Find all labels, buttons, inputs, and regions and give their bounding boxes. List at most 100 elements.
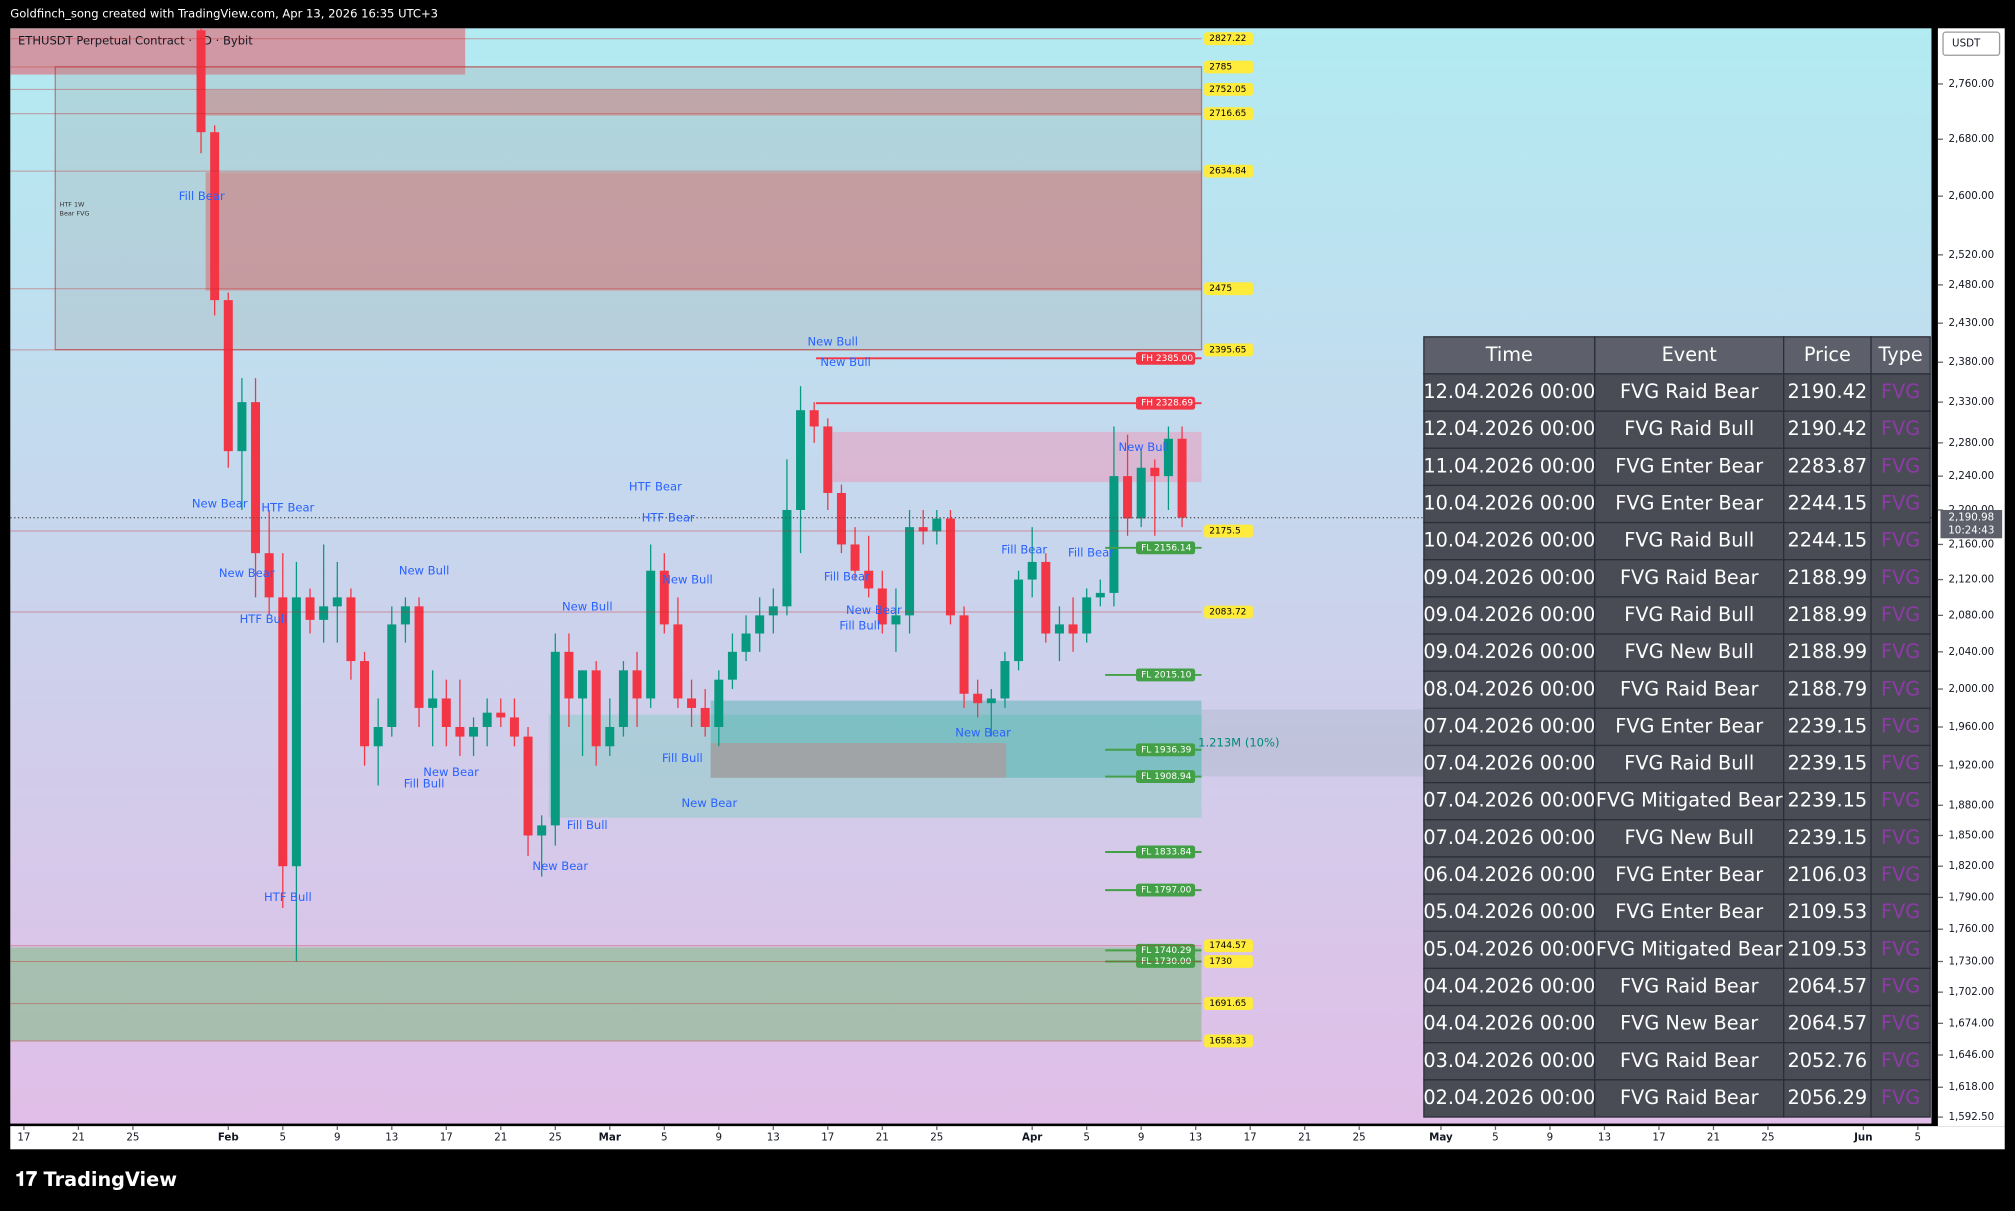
candle-body — [550, 651, 560, 826]
candle-body — [1177, 438, 1187, 518]
zone — [548, 714, 1202, 818]
annotation: New Bull — [399, 563, 450, 577]
annotation: Fill Bull — [839, 619, 880, 633]
table-text: FVG Enter Bear — [1615, 714, 1763, 737]
level-label: 1691.65 — [1209, 999, 1246, 1009]
level-label: 2785 — [1209, 63, 1232, 73]
table-cell — [1423, 447, 1596, 487]
table-text: 2239.15 — [1788, 752, 1868, 775]
candle-body — [360, 661, 370, 747]
level-box — [1136, 955, 1196, 968]
table-cell — [1783, 633, 1872, 672]
table-cell — [1594, 819, 1785, 858]
table-cell — [1870, 410, 1931, 449]
candle-body — [605, 726, 615, 747]
candle-body — [400, 606, 410, 625]
candle-body — [469, 726, 479, 737]
candle-body — [496, 712, 506, 718]
table-cell — [1783, 930, 1872, 970]
table-text: 2239.15 — [1788, 714, 1868, 737]
candle-body — [319, 606, 329, 620]
annotation: Fill Bull — [404, 777, 445, 791]
x-tick-label: 17 — [1652, 1132, 1665, 1144]
candle-body — [755, 615, 765, 634]
table-text: FVG Raid Bear — [1620, 677, 1759, 700]
level-label: 1744.57 — [1209, 941, 1246, 951]
y-tick-label: 1,646.00 — [1948, 1049, 1994, 1061]
candle-body — [237, 402, 247, 452]
table-cell — [1423, 410, 1596, 449]
table-text: 09.04.2026 00:00 — [1423, 566, 1595, 589]
table-text: 2188.79 — [1788, 677, 1868, 700]
level-label: FL 2156.14 — [1141, 543, 1191, 553]
table-text: FVG — [1881, 677, 1920, 700]
level-box — [1204, 939, 1253, 953]
table-text: FVG Mitigated Bear — [1596, 937, 1783, 960]
candle-body — [523, 736, 533, 836]
y-tick-label: 1,820.00 — [1948, 860, 1994, 872]
table-text: FVG Mitigated Bear — [1596, 789, 1783, 812]
table-header: Type — [1877, 343, 1922, 366]
x-tick-label: 21 — [876, 1132, 889, 1144]
table-cell — [1870, 1079, 1931, 1118]
annotation: Fill Bull — [567, 818, 608, 832]
x-tick-label: 21 — [1707, 1132, 1720, 1144]
level-label: 2716.65 — [1209, 109, 1246, 119]
level-label: FL 1833.84 — [1141, 847, 1191, 857]
x-tick-label: Mar — [599, 1132, 622, 1144]
currency-button[interactable] — [1942, 31, 2001, 56]
price-axis — [1937, 28, 2005, 1127]
table-text: 04.04.2026 00:00 — [1423, 1012, 1595, 1035]
candle-body — [441, 698, 451, 727]
table-text: 2064.57 — [1788, 1012, 1868, 1035]
zone — [10, 947, 1202, 1042]
x-tick-label: Feb — [218, 1132, 239, 1144]
y-tick-label: 1,920.00 — [1948, 760, 1994, 772]
annotation: New Bull — [807, 334, 858, 348]
candle-body — [823, 426, 833, 493]
candle-body — [251, 402, 261, 554]
x-tick-label: 21 — [494, 1132, 507, 1144]
y-tick-label: 1,618.00 — [1948, 1081, 1994, 1093]
annotation: Fill Bear — [1001, 543, 1047, 557]
candle-body — [1041, 561, 1051, 634]
table-text: 2056.29 — [1788, 1086, 1868, 1109]
candle-body — [305, 597, 315, 620]
level-box — [1204, 32, 1253, 46]
table-text: 09.04.2026 00:00 — [1423, 603, 1595, 626]
x-tick-label: 9 — [716, 1132, 723, 1144]
table-text: FVG — [1881, 863, 1920, 886]
annotation: New Bull — [820, 355, 871, 369]
table-cell — [1423, 484, 1596, 524]
level-label: 2395.65 — [1209, 345, 1246, 355]
level-label: FL 1908.94 — [1141, 772, 1191, 782]
candle-body — [332, 597, 342, 607]
level-label: 1730 — [1209, 957, 1232, 967]
annotation: New Bear — [192, 496, 248, 510]
candle-body — [1163, 438, 1173, 477]
table-cell — [1423, 596, 1596, 635]
table-cell — [1870, 559, 1931, 598]
candle-body — [618, 670, 628, 727]
x-tick-label: 13 — [1598, 1132, 1611, 1144]
level-label: 1658.33 — [1209, 1036, 1246, 1046]
table-cell — [1783, 1042, 1872, 1081]
table-cell — [1594, 484, 1785, 524]
y-tick-label: 2,520.00 — [1948, 249, 1994, 261]
annotation: Fill Bear — [179, 189, 225, 203]
y-tick-label: 2,480.00 — [1948, 279, 1994, 291]
table-cell — [1783, 559, 1872, 598]
candle-body — [973, 693, 983, 704]
table-text: FVG — [1881, 492, 1920, 515]
table-text: FVG — [1881, 714, 1920, 737]
table-text: 07.04.2026 00:00 — [1423, 789, 1595, 812]
table-cell — [1594, 1079, 1785, 1118]
table-cell — [1423, 1042, 1596, 1081]
level-label: 2083.72 — [1209, 607, 1246, 617]
level-box — [1136, 396, 1196, 410]
annotation: New Bear — [532, 859, 588, 873]
table-text: 03.04.2026 00:00 — [1423, 1049, 1595, 1072]
x-tick-label: 21 — [72, 1132, 85, 1144]
annotation: New Bear — [423, 765, 479, 779]
table-text: FVG Enter Bear — [1615, 863, 1763, 886]
